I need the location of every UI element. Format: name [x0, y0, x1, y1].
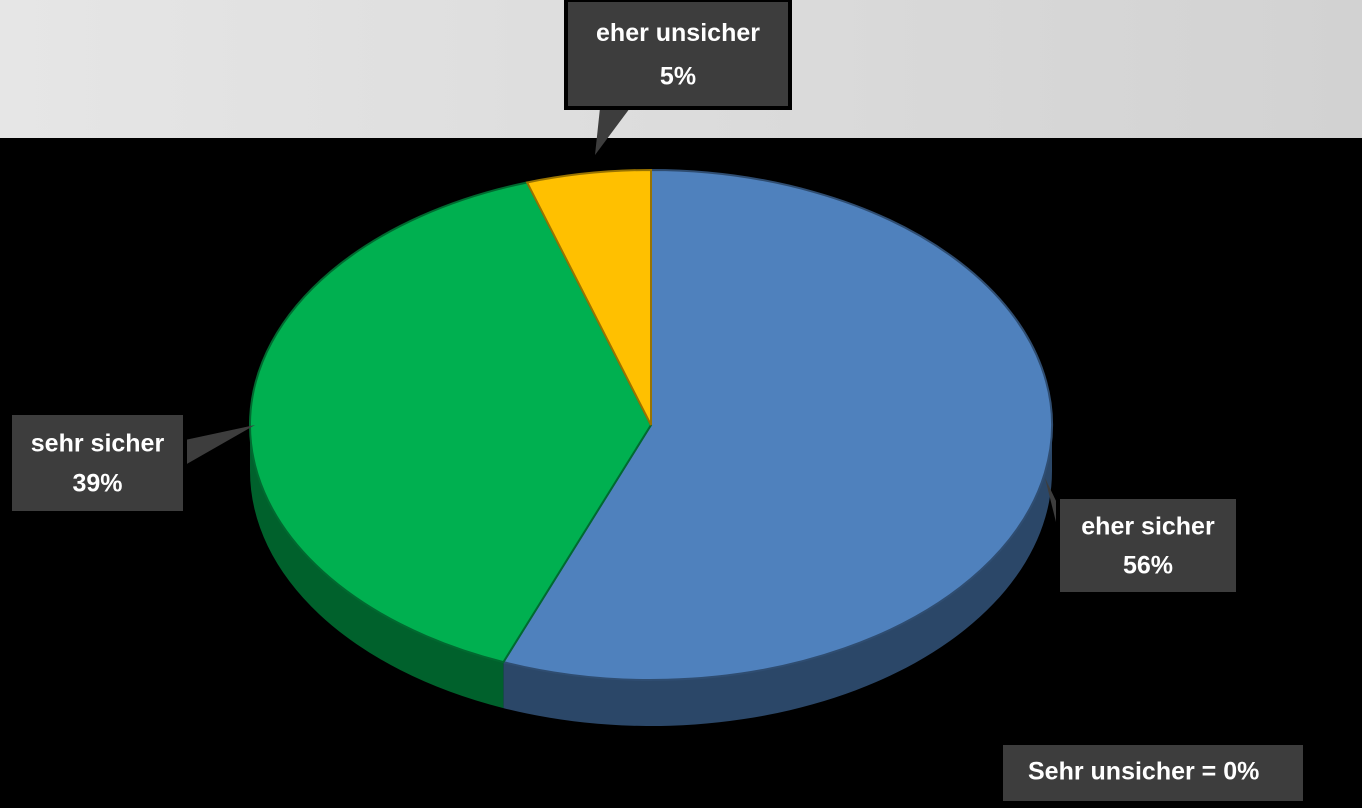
label-value: 5%: [660, 62, 696, 90]
annotation-box: [1003, 745, 1303, 801]
label-pointer: [185, 425, 255, 465]
label-pointer: [595, 108, 630, 155]
labels: eher sicher 56% sehr sicher 39% eher unsiche…: [8, 0, 1240, 596]
label-box: [1056, 495, 1240, 596]
pie-sides: [249, 425, 1052, 727]
label-category: eher unsicher: [596, 19, 760, 47]
pie-side: [249, 425, 504, 709]
pie-tops: [249, 168, 1053, 681]
pie-side: [503, 425, 1052, 727]
label-category: sehr sicher: [31, 430, 165, 458]
pie-slice: [525, 168, 652, 426]
label-box: [564, 0, 792, 110]
annotation: Sehr unsicher = 0%: [1028, 758, 1259, 786]
pie-slice: [249, 181, 653, 664]
label-value: 56%: [1123, 551, 1173, 579]
label-category: eher sicher: [1081, 513, 1215, 541]
label-value: 39%: [72, 470, 122, 498]
pie-slice: [501, 168, 1053, 681]
label-pointer: [1045, 478, 1058, 530]
label-box: [8, 411, 187, 515]
